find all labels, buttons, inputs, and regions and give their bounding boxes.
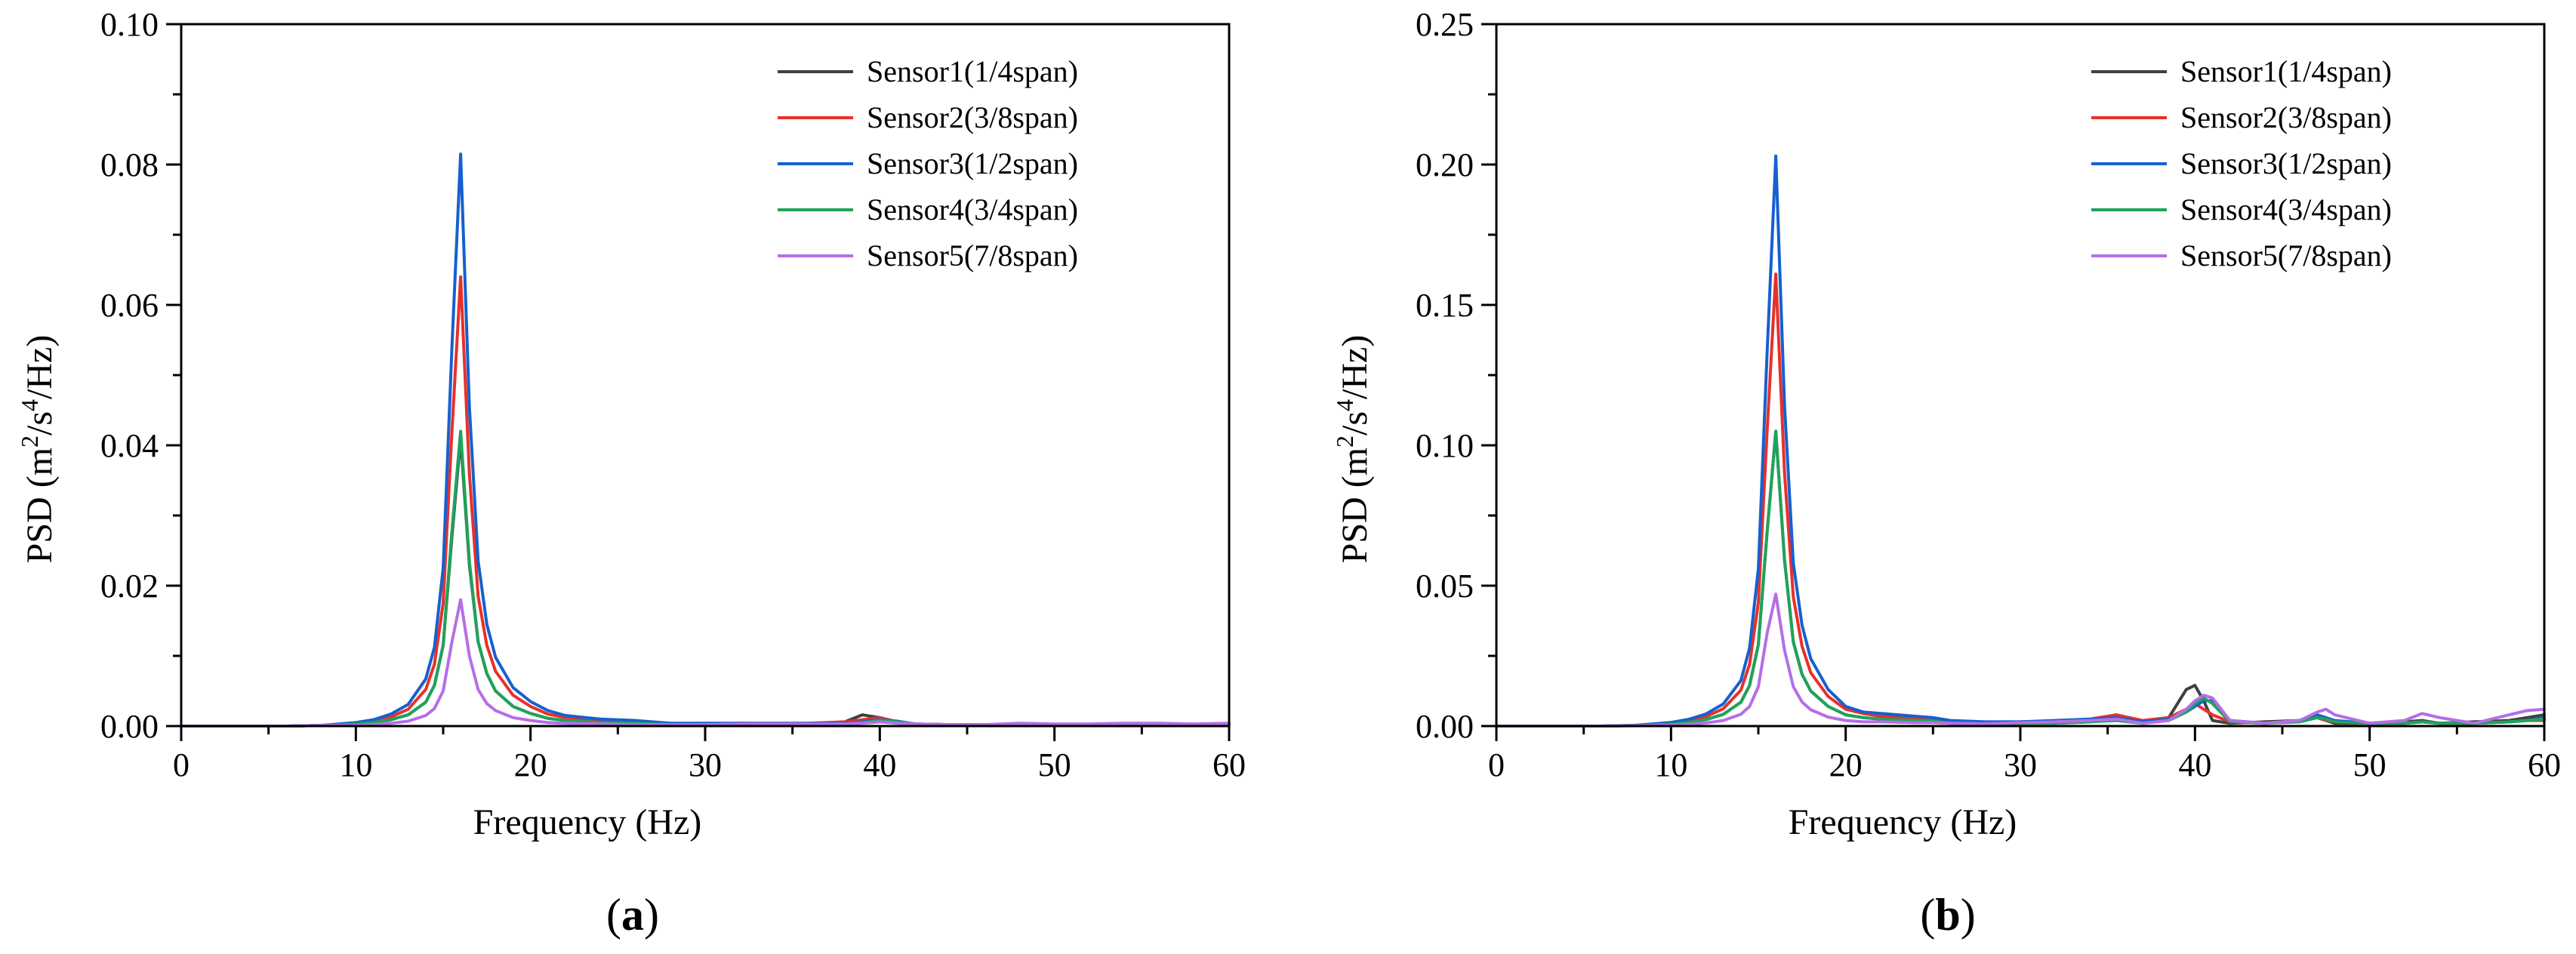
x-tick-label-b: 0 [1488,746,1505,783]
y-axis-title-a: PSD (m2/s4/Hz) [16,335,60,564]
x-tick-label-a: 40 [863,746,896,783]
panel-label-b: (b) [1920,890,1975,940]
y-tick-label-b: 0.25 [1416,6,1474,43]
legend-b: Sensor1(1/4span) Sensor2(3/8span) Sensor3(… [2091,54,2392,272]
legend-a: Sensor1(1/4span) Sensor2(3/8span) Sensor3(… [778,54,1078,272]
legend-label-b-sensor1: Sensor1(1/4span) [2180,54,2392,88]
y-tick-label-b: 0.10 [1416,427,1474,464]
y-tick-label-a: 0.10 [100,6,159,43]
axes-layer-a: 0 10 20 30 40 50 60 0.00 0.02 0.04 0.06 0.08 0.10 [100,6,1246,783]
x-tick-label-a: 30 [689,746,722,783]
x-tick-label-b: 40 [2178,746,2211,783]
series-line-b-sensor4 [1495,429,2546,728]
series-line-b-sensor2 [1495,272,2546,728]
x-tick-label-a: 50 [1038,746,1071,783]
y-tick-label-b: 0.15 [1416,287,1474,324]
legend-label-b-sensor4: Sensor4(3/4span) [2180,192,2392,226]
series-line-a-sensor5 [180,598,1231,728]
axes-layer-b: 0 10 20 30 40 50 60 0.00 0.05 0.10 0.15 0.20 0.25 [1416,6,2561,783]
x-tick-label-a: 20 [514,746,547,783]
chart-panel-a: 0 10 20 30 40 50 60 0.00 0.02 0.04 0.06 0.08 0.10 Se… [16,6,1246,940]
legend-label-b-sensor2: Sensor2(3/8span) [2180,100,2392,134]
x-tick-label-b: 30 [2004,746,2037,783]
y-tick-label-a: 0.06 [100,287,159,324]
y-tick-label-a: 0.04 [100,427,159,464]
x-tick-label-a: 60 [1213,746,1246,783]
legend-label-a-sensor5: Sensor5(7/8span) [867,238,1078,272]
x-tick-label-b: 60 [2528,746,2561,783]
x-tick-label-b: 50 [2353,746,2386,783]
series-line-a-sensor2 [180,275,1231,728]
x-tick-label-b: 20 [1829,746,1863,783]
series-line-b-sensor1 [1495,429,2546,728]
chart-panel-b: 0 10 20 30 40 50 60 0.00 0.05 0.10 0.15 0.20 0.25 Se… [1331,6,2561,940]
x-tick-label-a: 10 [339,746,372,783]
legend-label-a-sensor2: Sensor2(3/8span) [867,100,1078,134]
y-tick-label-b: 0.20 [1416,146,1474,183]
legend-label-a-sensor3: Sensor3(1/2span) [867,146,1078,180]
series-layer-b [1495,154,2546,728]
series-line-a-sensor4 [180,429,1231,728]
legend-label-a-sensor4: Sensor4(3/4span) [867,192,1078,226]
x-tick-label-a: 0 [173,746,190,783]
series-line-a-sensor1 [180,436,1231,728]
y-tick-label-a: 0.08 [100,146,159,183]
panel-label-a: (a) [606,890,659,940]
series-line-b-sensor5 [1495,592,2546,728]
x-axis-title-b: Frequency (Hz) [1789,802,2017,842]
y-tick-label-a: 0.00 [100,708,159,745]
legend-label-b-sensor5: Sensor5(7/8span) [2180,238,2392,272]
series-layer-a [180,152,1231,728]
y-tick-label-b: 0.05 [1416,568,1474,605]
legend-label-a-sensor1: Sensor1(1/4span) [867,54,1078,88]
x-tick-label-b: 10 [1654,746,1687,783]
legend-label-b-sensor3: Sensor3(1/2span) [2180,146,2392,180]
y-axis-title-b: PSD (m2/s4/Hz) [1331,335,1375,564]
x-axis-title-a: Frequency (Hz) [473,802,702,842]
y-tick-label-b: 0.00 [1416,708,1474,745]
y-tick-label-a: 0.02 [100,568,159,605]
